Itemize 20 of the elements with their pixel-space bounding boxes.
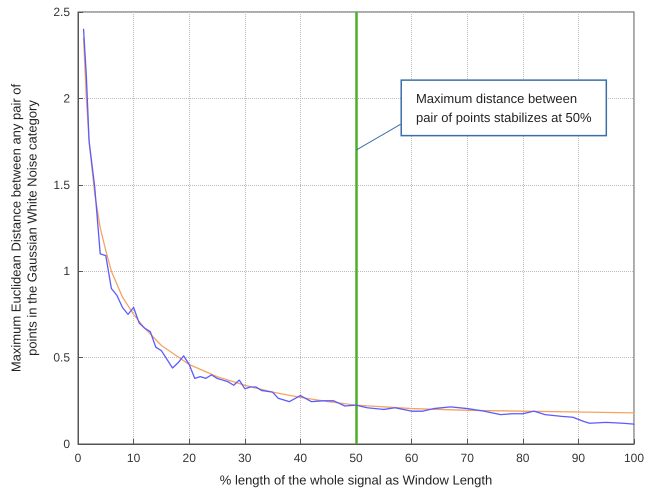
y-tick-label: 2.5 [53, 5, 70, 19]
annotation: Maximum distance between pair of points stabilizes at 50% [416, 90, 592, 125]
x-tick-label: 100 [624, 451, 644, 465]
y-tick-label: 2 [63, 91, 70, 106]
x-tick-label: 40 [294, 451, 308, 465]
y-tick-label: 0 [63, 437, 70, 451]
y-tick-label: 1 [63, 264, 70, 278]
y-tick-label: 1.5 [53, 178, 70, 192]
x-axis-title: % length of the whole signal as Window Length [220, 472, 492, 488]
y-tick-label: 0.5 [53, 350, 70, 365]
x-tick-label: 70 [460, 451, 474, 465]
x-tick-label: 80 [516, 451, 530, 465]
x-tick-label: 60 [404, 451, 419, 465]
x-tick-label: 50 [349, 451, 363, 465]
x-tick-label: 20 [182, 451, 196, 465]
x-tick-label: 10 [126, 451, 141, 465]
y-axis-title: Maximum Euclidean Distance between any pair of points in the Gaussian White Noise category [8, 83, 40, 372]
x-tick-label: 0 [74, 451, 82, 465]
x-tick-label: 30 [238, 451, 252, 465]
x-tick-label: 90 [572, 451, 586, 465]
